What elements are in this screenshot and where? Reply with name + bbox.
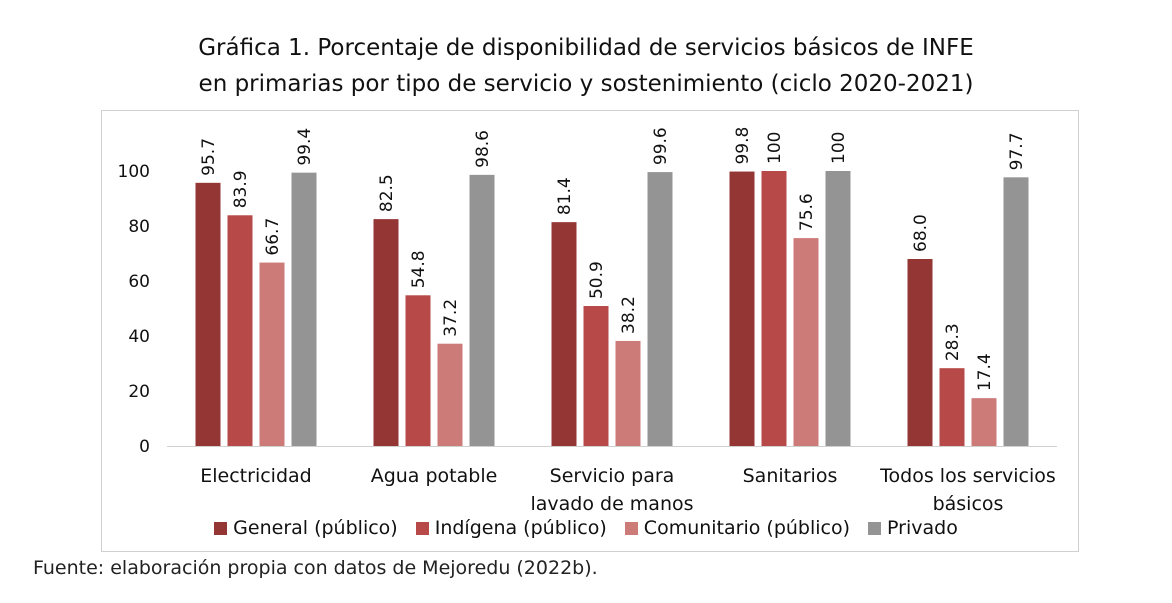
legend-item: General (público): [214, 517, 398, 539]
legend-label: Privado: [887, 517, 958, 539]
data-label: 81.4: [555, 177, 575, 215]
chart-title: Gráfica 1. Porcentaje de disponibilidad …: [0, 30, 1172, 102]
x-tick-label: básicos: [933, 493, 1004, 515]
legend-item: Comunitario (público): [624, 517, 851, 539]
bar: [647, 172, 673, 446]
data-label: 37.2: [441, 299, 461, 337]
legend-swatch: [624, 521, 638, 535]
legend-swatch: [415, 521, 429, 535]
data-label: 100: [765, 132, 785, 164]
bar: [259, 262, 285, 446]
data-label: 98.6: [473, 130, 493, 168]
legend-item: Privado: [868, 517, 958, 539]
data-label: 99.8: [733, 127, 753, 165]
data-label: 68.0: [911, 214, 931, 252]
bar: [583, 306, 609, 446]
bar: [469, 174, 495, 446]
bar: [761, 171, 787, 446]
data-label: 50.9: [587, 261, 607, 299]
bar: [907, 259, 933, 446]
data-label: 83.9: [231, 170, 251, 208]
bar: [1003, 177, 1029, 446]
data-label: 38.2: [619, 296, 639, 334]
bar: [195, 182, 221, 446]
x-tick-label: lavado de manos: [530, 493, 693, 515]
legend-label: General (público): [233, 517, 398, 539]
y-tick-label: 80: [128, 217, 150, 237]
data-label: 54.8: [409, 250, 429, 288]
bar: [405, 295, 431, 446]
bar: [825, 171, 851, 446]
bar: [793, 238, 819, 446]
x-tick-label: Servicio para: [550, 465, 675, 487]
y-tick-label: 0: [139, 437, 150, 457]
legend-label: Comunitario (público): [643, 517, 851, 539]
bar: [437, 343, 463, 446]
data-label: 95.7: [199, 138, 219, 176]
bar: [373, 219, 399, 446]
data-label: 17.4: [975, 353, 995, 391]
x-tick-label: Agua potable: [371, 465, 498, 487]
source-note: Fuente: elaboración propia con datos de …: [33, 557, 598, 579]
y-tick-label: 60: [128, 272, 150, 292]
y-tick-label: 40: [128, 327, 150, 347]
chart-title-line-1: Gráfica 1. Porcentaje de disponibilidad …: [198, 35, 974, 61]
legend-swatch: [868, 521, 882, 535]
bar: [939, 368, 965, 446]
legend-label: Indígena (público): [434, 517, 607, 539]
data-label: 99.4: [295, 128, 315, 166]
data-label: 75.6: [797, 193, 817, 231]
data-label: 100: [829, 132, 849, 164]
bar: [729, 171, 755, 447]
bar: [971, 398, 997, 446]
data-label: 82.5: [377, 174, 397, 212]
chart-legend: General (público) Indígena (público) Comun…: [0, 517, 1172, 539]
data-label: 66.7: [263, 218, 283, 256]
data-label: 97.7: [1007, 132, 1027, 170]
y-tick-label: 100: [118, 162, 150, 182]
y-tick-label: 20: [128, 382, 150, 402]
bar: [615, 340, 641, 446]
legend-item: Indígena (público): [415, 517, 607, 539]
bar: [291, 172, 317, 446]
x-tick-label: Todos los servicios: [879, 465, 1056, 487]
legend-swatch: [214, 521, 228, 535]
x-tick-label: Sanitarios: [743, 465, 838, 487]
bar: [551, 222, 577, 446]
data-label: 28.3: [943, 323, 963, 361]
x-tick-label: Electricidad: [200, 465, 311, 487]
bar: [227, 215, 253, 446]
chart-title-line-2: en primarias por tipo de servicio y sost…: [198, 71, 974, 97]
data-label: 99.6: [651, 127, 671, 165]
